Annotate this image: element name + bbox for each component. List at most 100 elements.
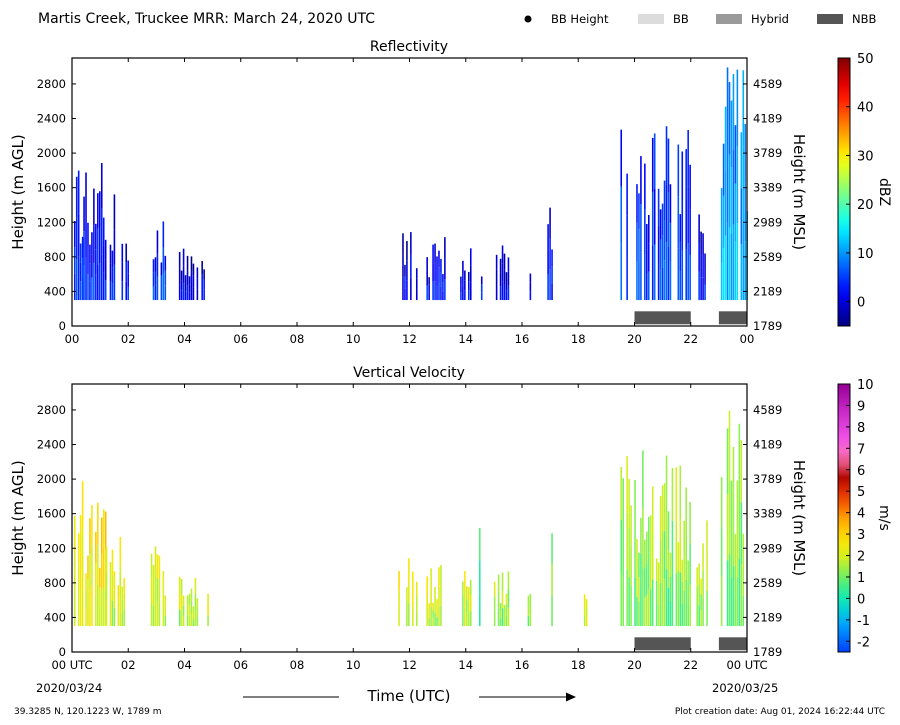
echo-cell: [186, 595, 189, 606]
echo-cell: [158, 555, 161, 580]
bb-height-legend-marker: [524, 15, 532, 23]
echo-cell: [100, 208, 103, 255]
echo-cell: [438, 250, 440, 268]
echo-cell: [412, 571, 414, 590]
echo-cell: [156, 602, 159, 627]
ms-colorbar: [837, 383, 851, 653]
echo-cell: [622, 478, 624, 528]
echo-cell: [720, 188, 723, 226]
echo-cell: [738, 491, 741, 559]
echo-cell: [113, 571, 116, 590]
echo-cell: [732, 506, 735, 567]
echo-cell: [669, 552, 672, 578]
colorbar-tick-label: 30: [857, 149, 874, 164]
echo-cell: [99, 263, 101, 301]
echo-cell: [661, 579, 664, 627]
echo-cell: [156, 578, 159, 603]
echo-cell: [408, 580, 410, 604]
echo-cell: [651, 246, 654, 301]
x-tick-label: 00: [740, 332, 755, 346]
echo-cell: [402, 255, 404, 278]
echo-cell: [402, 233, 404, 256]
echo-cell: [665, 569, 668, 627]
echo-cell: [722, 247, 725, 301]
echo-cell: [547, 224, 549, 250]
echo-cell: [192, 287, 195, 301]
echo-cell: [736, 69, 739, 147]
echo-cell: [156, 276, 159, 301]
echo-cell: [434, 281, 436, 301]
reflectivity-data-layer: [73, 67, 749, 325]
echo-cell: [638, 577, 640, 602]
echo-cell: [432, 244, 434, 264]
echo-cell: [410, 232, 412, 255]
echo-cell: [505, 290, 508, 301]
echo-cell: [706, 555, 708, 591]
echo-cell: [408, 603, 410, 627]
echo-cell: [113, 589, 116, 608]
echo-cell: [626, 257, 628, 301]
echo-cell: [640, 589, 642, 627]
echo-cell: [634, 528, 636, 578]
echo-cell: [620, 243, 623, 301]
echo-cell: [702, 598, 704, 627]
echo-cell: [432, 602, 434, 611]
colorbar-tick-label: 50: [857, 52, 874, 67]
echo-cell: [102, 272, 105, 301]
echo-cell: [738, 558, 741, 627]
echo-cell: [700, 610, 702, 627]
echo-cell: [104, 279, 107, 301]
echo-cell: [178, 576, 181, 594]
echo-cell: [196, 598, 199, 608]
echo-cell: [722, 143, 725, 196]
echo-cell: [469, 248, 472, 266]
echo-cell: [497, 608, 500, 627]
echo-cell: [426, 576, 428, 593]
echo-cell: [742, 70, 745, 147]
echo-cell: [192, 619, 195, 627]
echo-cell: [410, 277, 412, 301]
echo-cell: [180, 290, 183, 301]
echo-cell: [724, 171, 727, 236]
echo-cell: [696, 606, 698, 627]
echo-cell: [687, 129, 689, 187]
echo-cell: [469, 610, 472, 627]
echo-cell: [402, 277, 404, 301]
echo-cell: [178, 252, 181, 269]
echo-cell: [426, 271, 428, 286]
echo-cell: [687, 186, 689, 244]
echo-cell: [706, 590, 708, 627]
echo-cell: [644, 539, 646, 569]
echo-cell: [642, 567, 644, 627]
ms-colorbar-label: m/s: [876, 505, 892, 531]
echo-cell: [196, 616, 199, 627]
echo-cell: [438, 567, 440, 587]
echo-cell: [102, 245, 105, 273]
echo-cell: [667, 549, 670, 588]
echo-cell: [415, 596, 418, 612]
echo-cell: [462, 596, 464, 612]
echo-cell: [583, 604, 586, 616]
echo-cell: [689, 164, 691, 210]
echo-cell: [87, 222, 89, 249]
echo-cell: [730, 100, 733, 168]
echo-cell: [91, 545, 93, 586]
echo-cell: [415, 289, 418, 301]
echo-cell: [428, 603, 430, 611]
echo-cell: [83, 196, 85, 232]
echo-cell: [653, 133, 656, 189]
echo-cell: [529, 291, 532, 301]
echo-cell: [119, 536, 122, 567]
echo-cell: [95, 249, 97, 275]
echo-cell: [190, 601, 193, 614]
echo-cell: [689, 209, 691, 255]
echo-cell: [406, 280, 408, 301]
echo-cell: [102, 548, 105, 588]
echo-cell: [77, 564, 80, 596]
echo-cell: [162, 607, 165, 627]
echo-cell: [702, 255, 704, 278]
echo-cell: [81, 257, 84, 280]
echo-cell: [97, 264, 99, 301]
echo-cell: [164, 285, 167, 301]
echo-cell: [73, 247, 76, 274]
